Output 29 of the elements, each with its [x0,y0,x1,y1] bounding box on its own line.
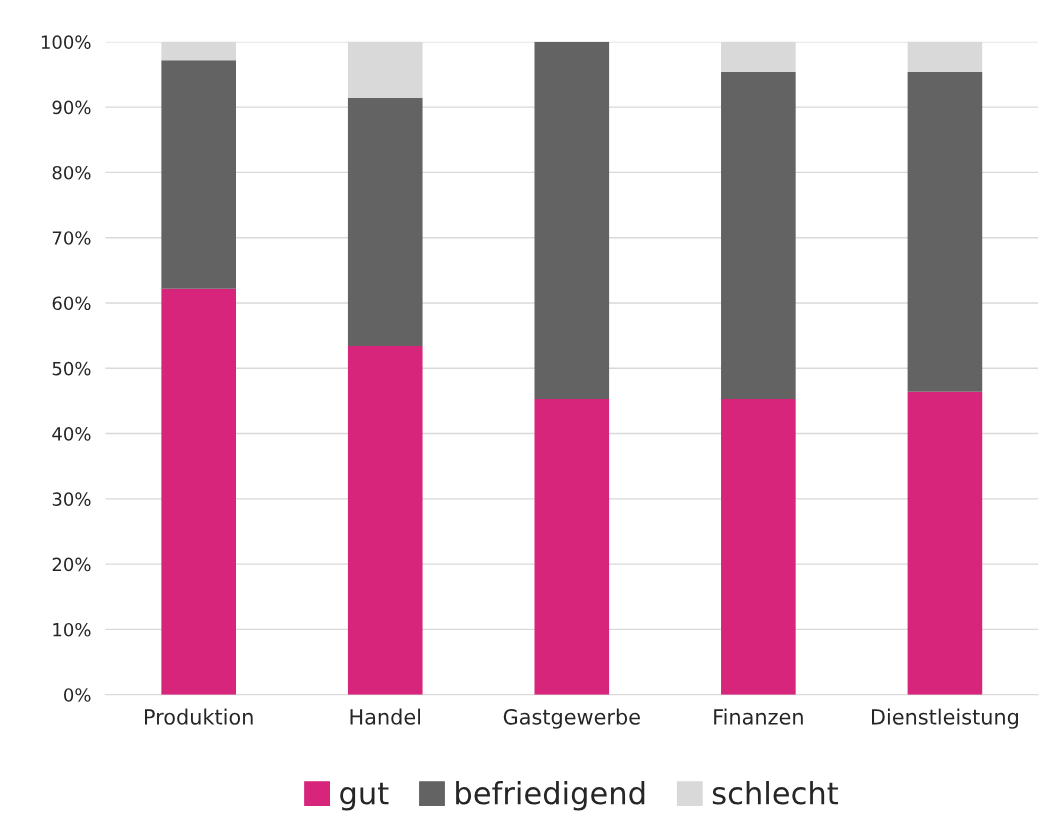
y-tick-label: 30% [52,492,91,506]
x-tick-label: Produktion [145,708,253,725]
x-tick-label: Finanzen [714,708,803,725]
y-tick-label: 60% [52,296,91,311]
bar [534,41,610,399]
bar [907,391,983,695]
x-tick-label: Gastgewerbe [503,708,640,729]
y-tick-label: 40% [52,427,91,441]
y-tick-label: 100% [41,35,91,49]
y-tick-label: 50% [52,361,91,376]
bar [161,60,236,289]
bar [347,346,423,695]
y-tick-label: 20% [52,557,91,572]
bar [161,288,236,695]
bar [721,398,796,695]
y-tick-label: 10% [53,622,91,637]
y-tick-label: 90% [52,100,91,115]
bar [721,71,796,399]
bar [907,71,983,392]
y-tick-label: 70% [52,231,91,245]
y-tick-label: 0% [64,688,91,702]
legend-label: schlecht [712,780,838,805]
bar [347,98,423,347]
x-tick-label: Dienstleistung [872,708,1018,729]
legend-label: befriedigend [456,780,645,811]
legend-label: gut [340,782,389,811]
x-tick-label: Handel [350,708,421,725]
y-tick-label: 80% [52,165,91,180]
bar [534,398,610,695]
